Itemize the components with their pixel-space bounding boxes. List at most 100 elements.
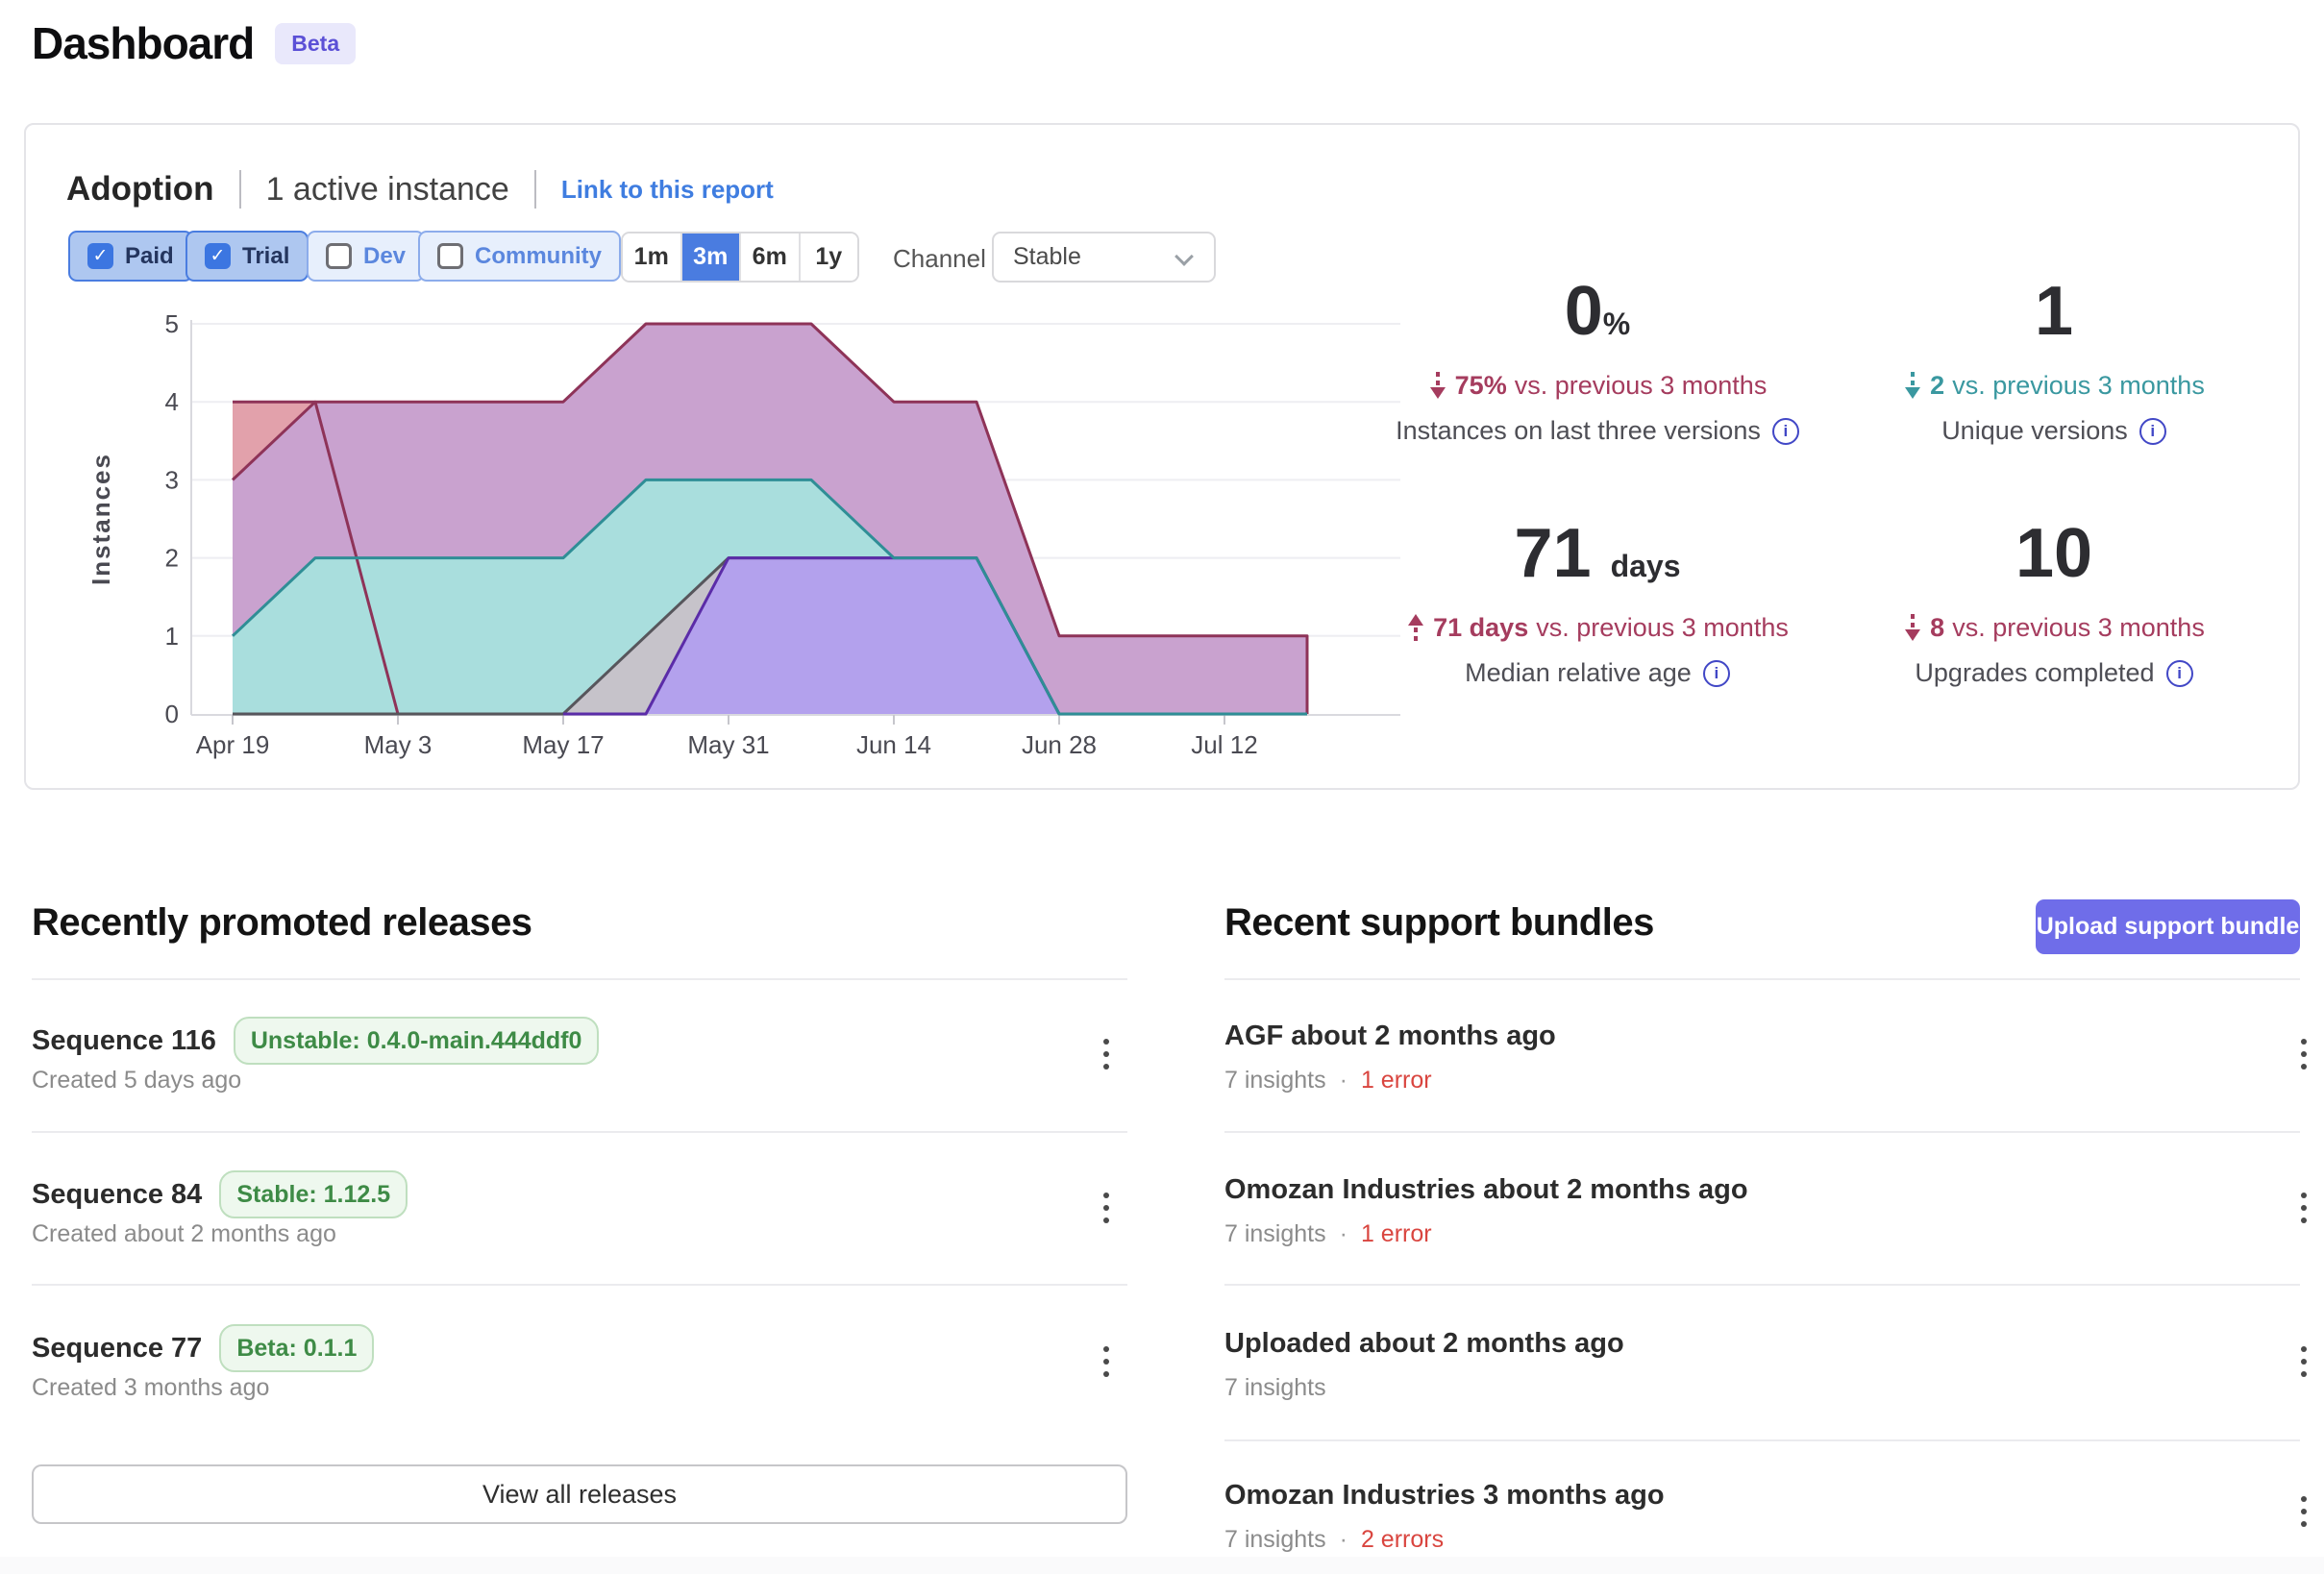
adoption-card: Adoption 1 active instance Link to this …: [24, 123, 2300, 790]
svg-text:Jul 12: Jul 12: [1191, 730, 1257, 759]
info-icon[interactable]: i: [1702, 659, 1730, 687]
releases-heading: Recently promoted releases: [32, 901, 532, 944]
svg-text:May 17: May 17: [522, 730, 604, 759]
divider: [32, 1284, 1127, 1286]
bundle-meta: 7 insights · 1 error: [1224, 1220, 1432, 1247]
filter-pill-community[interactable]: Community: [418, 231, 621, 282]
release-created: Created about 2 months ago: [32, 1220, 336, 1247]
release-version-badge: Unstable: 0.4.0-main.444ddf0: [233, 1017, 600, 1065]
stat-instances-last-three-versions: 0% 75% vs. previous 3 months Instances on…: [1299, 277, 1895, 446]
bundle-item-title: Uploaded about 2 months ago: [1224, 1328, 1624, 1359]
upload-support-bundle-button[interactable]: Upload support bundle: [2036, 899, 2300, 954]
range-1m[interactable]: 1m: [623, 234, 682, 281]
bundle-meta: 7 insights ·: [1224, 1374, 1326, 1402]
range-3m[interactable]: 3m: [681, 234, 741, 281]
filter-label: Community: [475, 242, 602, 269]
bundle-errors: 1 error: [1360, 1220, 1432, 1247]
checkbox-unchecked-icon: [326, 243, 352, 269]
arrow-down-icon: [1903, 612, 1922, 643]
separator: [238, 170, 241, 209]
separator: [533, 170, 536, 209]
channel-value: Stable: [1013, 243, 1081, 270]
bundle-insights: 7 insights: [1224, 1067, 1326, 1094]
checkbox-checked-icon: ✓: [87, 243, 113, 269]
arrow-down-icon: [1428, 370, 1447, 401]
chevron-down-icon: [1174, 247, 1194, 266]
release-item-title: Sequence 84 Stable: 1.12.5: [32, 1170, 408, 1218]
bundle-item-title: AGF about 2 months ago: [1224, 1021, 1556, 1051]
checkbox-unchecked-icon: [437, 243, 463, 269]
divider: [1224, 1439, 2300, 1441]
kebab-menu-icon[interactable]: [2291, 1488, 2316, 1536]
stat-value: 1: [2034, 273, 2074, 350]
channel-select[interactable]: Stable: [992, 232, 1216, 283]
kebab-menu-icon[interactable]: [1094, 1184, 1119, 1232]
release-item-title: Sequence 116 Unstable: 0.4.0-main.444ddf…: [32, 1017, 600, 1065]
kebab-menu-icon[interactable]: [2291, 1184, 2316, 1232]
bundle-insights: 7 insights: [1224, 1374, 1326, 1401]
bundle-errors: 1 error: [1360, 1067, 1432, 1094]
svg-text:May 3: May 3: [364, 730, 433, 759]
filter-pill-dev[interactable]: Dev: [307, 231, 426, 282]
stat-label: Instances on last three versions i: [1299, 416, 1895, 446]
bundle-item-title: Omozan Industries about 2 months ago: [1224, 1174, 1748, 1205]
info-icon[interactable]: i: [2165, 659, 2193, 687]
stat-value: 0%: [1564, 273, 1631, 350]
range-6m[interactable]: 6m: [741, 234, 801, 281]
svg-text:1: 1: [165, 622, 179, 651]
bottom-band: [0, 1557, 2324, 1574]
range-1y[interactable]: 1y: [800, 234, 857, 281]
stat-value: 10: [2015, 515, 2093, 592]
svg-text:Instances: Instances: [87, 453, 115, 585]
adoption-card-header: Adoption 1 active instance Link to this …: [66, 165, 774, 213]
svg-text:3: 3: [165, 465, 179, 494]
view-all-releases-button[interactable]: View all releases: [32, 1464, 1127, 1524]
release-version-badge: Stable: 1.12.5: [219, 1170, 408, 1218]
stat-median-relative-age: 71 days 71 days vs. previous 3 months Med…: [1299, 519, 1895, 688]
page-header: Dashboard Beta: [32, 17, 357, 69]
time-range-control: 1m 3m 6m 1y: [621, 232, 859, 283]
filter-label: Trial: [242, 242, 290, 269]
svg-text:Apr 19: Apr 19: [196, 730, 270, 759]
bundles-heading: Recent support bundles: [1224, 901, 1654, 944]
adoption-chart: 0 1 2 3 4 5 Apr 19 May 3 May 17 May 31 Jun 14 Jun 2…: [87, 309, 1400, 759]
kebab-menu-icon[interactable]: [2291, 1338, 2316, 1386]
stat-upgrades-completed: 10 8 vs. previous 3 months Upgrades compl…: [1756, 519, 2324, 688]
stat-label: Unique versions i: [1756, 416, 2324, 446]
stat-label: Upgrades completed i: [1756, 658, 2324, 688]
adoption-title: Adoption: [66, 170, 214, 208]
kebab-menu-icon[interactable]: [2291, 1030, 2316, 1078]
release-created: Created 3 months ago: [32, 1374, 270, 1401]
stat-value: 71 days: [1514, 515, 1681, 592]
svg-text:2: 2: [165, 544, 179, 573]
release-version-badge: Beta: 0.1.1: [219, 1324, 375, 1372]
divider: [1224, 1284, 2300, 1286]
info-icon[interactable]: i: [2139, 417, 2166, 445]
stat-unique-versions: 1 2 vs. previous 3 months Unique versions…: [1756, 277, 2324, 446]
divider: [32, 1131, 1127, 1133]
channel-label: Channel: [893, 244, 986, 273]
page-title: Dashboard: [32, 18, 255, 68]
bundle-item-title: Omozan Industries 3 months ago: [1224, 1480, 1665, 1511]
svg-text:Jun 28: Jun 28: [1022, 730, 1097, 759]
info-icon[interactable]: i: [1771, 417, 1799, 445]
arrow-up-icon: [1406, 612, 1425, 643]
divider: [1224, 1131, 2300, 1133]
stat-delta: 8 vs. previous 3 months: [1756, 612, 2324, 643]
kebab-menu-icon[interactable]: [1094, 1338, 1119, 1386]
bundle-insights: 7 insights: [1224, 1220, 1326, 1247]
filter-pill-trial[interactable]: ✓ Trial: [185, 231, 309, 282]
svg-text:May 31: May 31: [687, 730, 769, 759]
svg-text:4: 4: [165, 387, 179, 416]
filter-label: Paid: [125, 242, 174, 269]
arrow-down-icon: [1903, 370, 1922, 401]
filter-pill-paid[interactable]: ✓ Paid: [68, 231, 193, 282]
kebab-menu-icon[interactable]: [1094, 1030, 1119, 1078]
release-item-title: Sequence 77 Beta: 0.1.1: [32, 1324, 375, 1372]
beta-badge: Beta: [275, 22, 357, 64]
active-instance-count: 1 active instance: [265, 170, 509, 208]
bundle-errors: 2 errors: [1360, 1526, 1445, 1553]
svg-text:0: 0: [165, 700, 179, 728]
stat-delta: 75% vs. previous 3 months: [1299, 370, 1895, 401]
link-to-report[interactable]: Link to this report: [560, 174, 774, 204]
